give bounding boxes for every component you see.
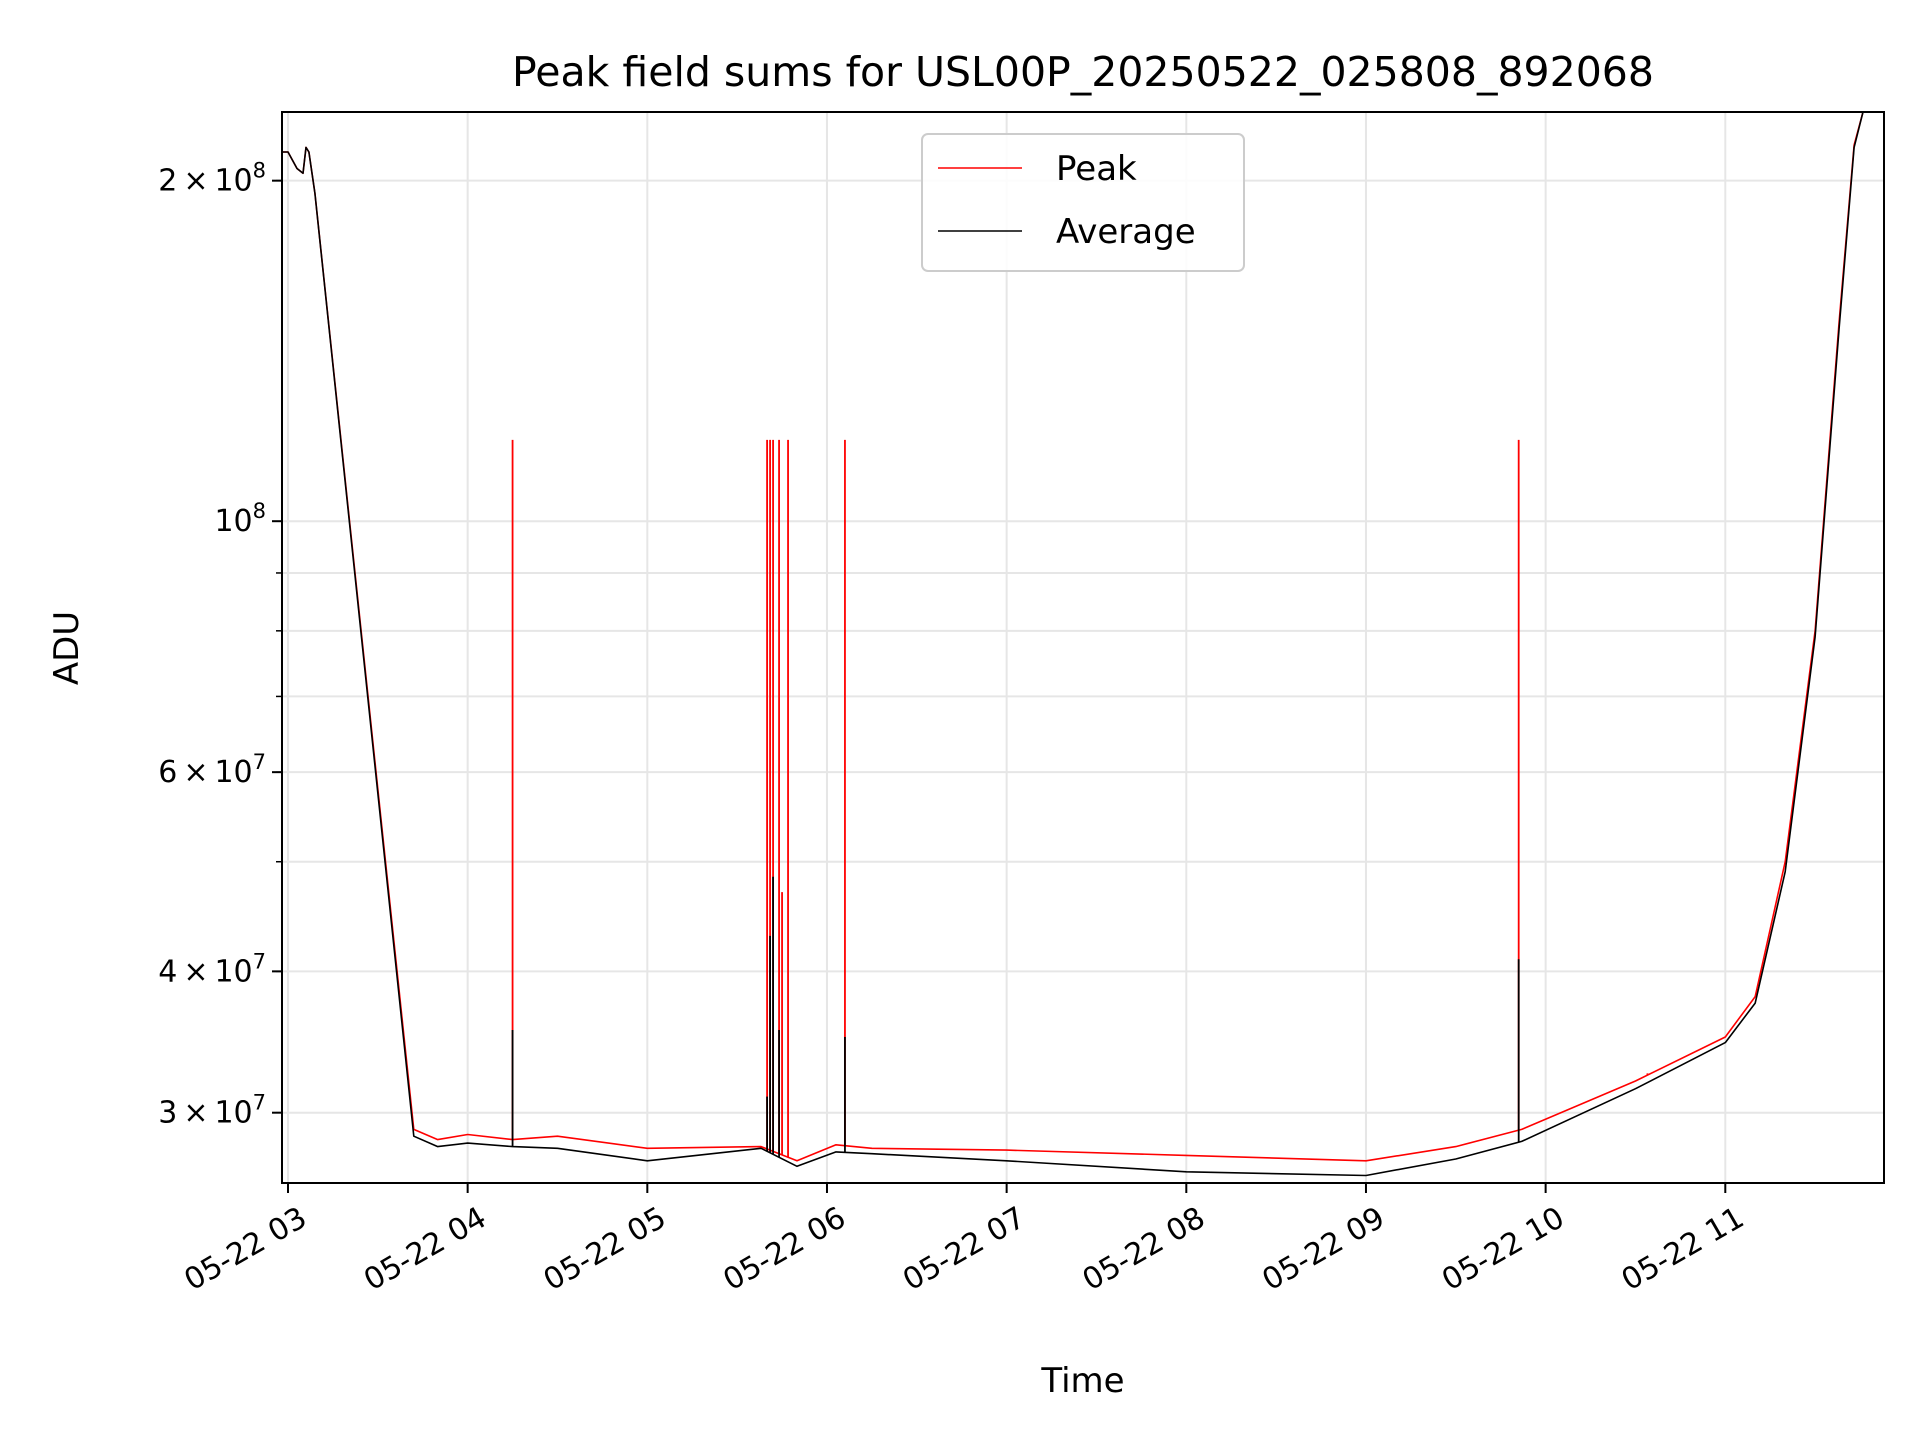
y-tick-label: 3 × 107: [158, 1091, 266, 1131]
legend-label-average: Average: [1056, 212, 1196, 252]
x-axis-label: Time: [1040, 1361, 1124, 1401]
y-tick-label: 6 × 107: [158, 750, 266, 790]
y-tick-label: 2 × 108: [158, 159, 266, 199]
legend-label-peak: Peak: [1056, 149, 1137, 189]
chart-title: Peak field sums for USL00P_20250522_0258…: [512, 48, 1654, 96]
y-tick-label: 4 × 107: [158, 949, 266, 989]
legend: Peak Average: [922, 134, 1244, 271]
y-axis-label: ADU: [47, 611, 87, 685]
